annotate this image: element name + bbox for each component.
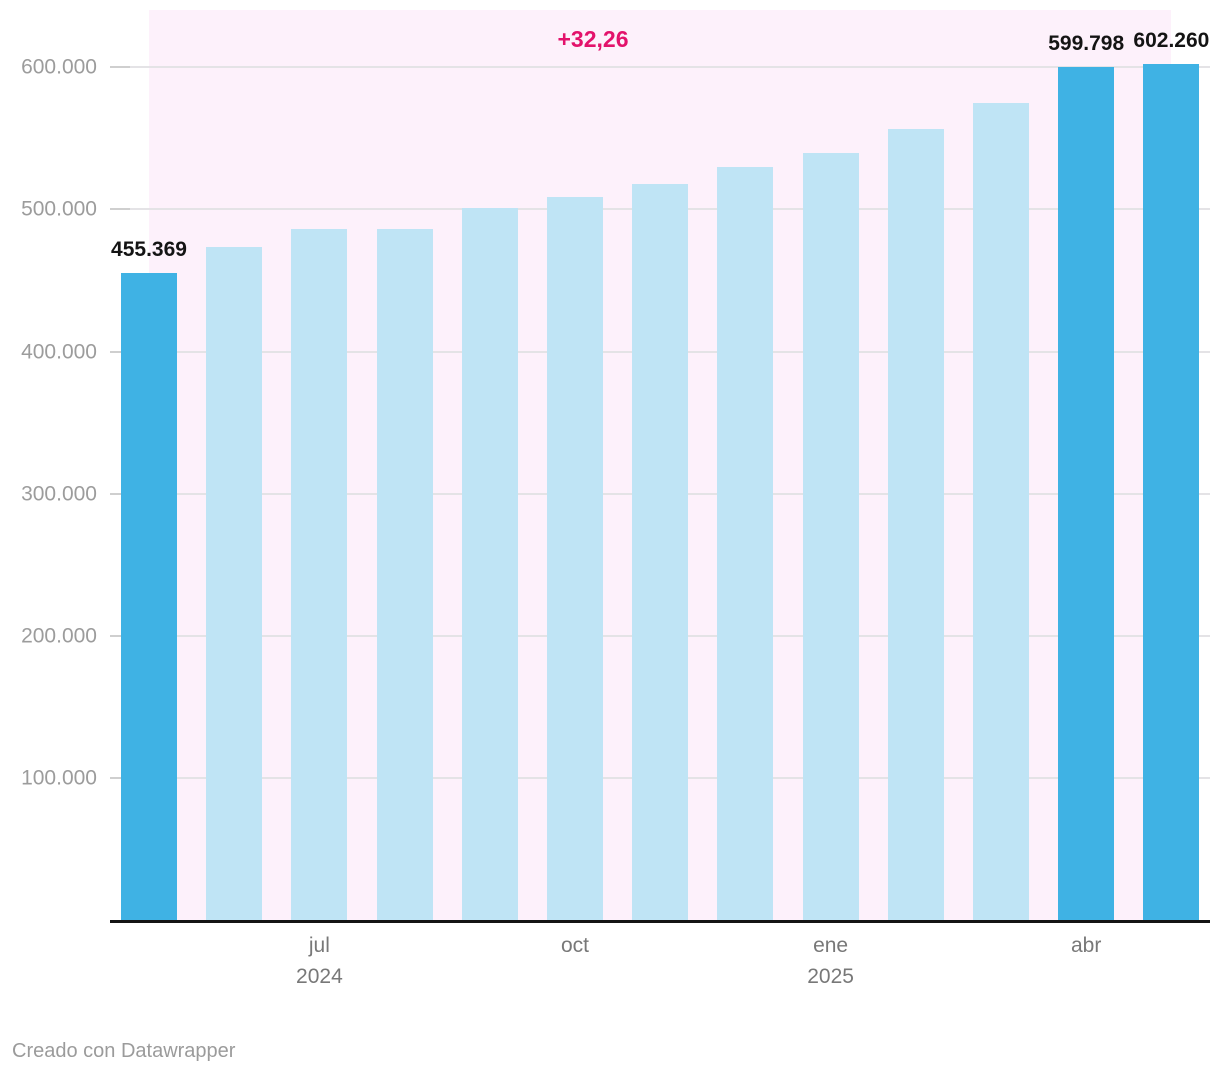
y-tick-label: 100.000: [21, 766, 97, 790]
bar-ago[interactable]: [376, 229, 433, 921]
bar-value-label: 602.260: [1133, 28, 1210, 52]
y-tick-label: 300.000: [21, 482, 97, 506]
y-tick-label: 200.000: [21, 624, 97, 648]
bar-may-2025[interactable]: [1143, 63, 1200, 921]
y-tick-dash: [110, 208, 130, 211]
x-tick-label: abr: [1071, 934, 1102, 957]
bar-jul[interactable]: [291, 229, 348, 921]
gridline: [110, 66, 1210, 68]
bar-jun[interactable]: [206, 247, 263, 921]
bar-abr[interactable]: [1058, 67, 1115, 921]
x-tick-year-label: 2025: [807, 965, 854, 988]
datawrapper-credit[interactable]: Creado con Datawrapper: [12, 1040, 236, 1062]
bar-feb[interactable]: [887, 129, 944, 921]
x-tick-year-label: 2024: [296, 965, 343, 988]
bar-nov[interactable]: [632, 183, 689, 921]
bar-oct[interactable]: [547, 196, 603, 921]
bar-may-2024[interactable]: [121, 272, 177, 921]
bar-value-label: 599.798: [1048, 32, 1125, 56]
bar-ene-2025[interactable]: [802, 153, 859, 921]
bar-sep[interactable]: [461, 207, 518, 921]
y-tick-dash: [110, 777, 130, 780]
x-tick-label: oct: [560, 934, 590, 957]
bar-dic[interactable]: [717, 167, 774, 921]
y-tick-dash: [110, 635, 130, 637]
x-tick-label: jul: [308, 934, 330, 957]
y-tick-dash: [110, 350, 130, 353]
y-tick-label: 500.000: [21, 197, 97, 221]
bar-value-label: 455.369: [111, 237, 187, 261]
x-axis-line: [110, 920, 1210, 923]
range-annotation-label: +32,26: [557, 26, 629, 52]
x-tick-label: ene: [813, 934, 849, 957]
y-tick-dash: [110, 492, 130, 495]
y-tick-label: 600.000: [21, 55, 97, 79]
y-tick-dash: [110, 66, 130, 68]
bar-mar[interactable]: [973, 103, 1029, 921]
y-tick-label: 400.000: [21, 340, 97, 363]
